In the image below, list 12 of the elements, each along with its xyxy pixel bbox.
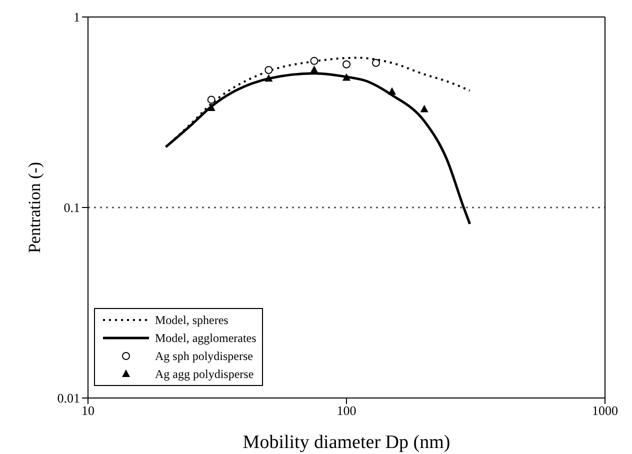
x-tick-label: 10 <box>82 403 94 418</box>
legend-label: Ag agg polydisperse <box>155 366 254 382</box>
y-tick-label: 0.1 <box>64 200 80 216</box>
legend-label: Model, agglomerates <box>155 330 256 346</box>
legend-label: Model, spheres <box>155 312 228 328</box>
x-axis-title: Mobility diameter Dp (nm) <box>242 432 450 453</box>
y-axis-title: Pentration (-) <box>25 162 44 254</box>
legend-label: Ag sph polydisperse <box>155 348 253 364</box>
y-tick-label: 0.01 <box>57 390 80 406</box>
y-tick-label: 1 <box>74 10 80 25</box>
x-tick-label: 1000 <box>592 403 618 418</box>
x-tick-label: 100 <box>336 403 356 418</box>
